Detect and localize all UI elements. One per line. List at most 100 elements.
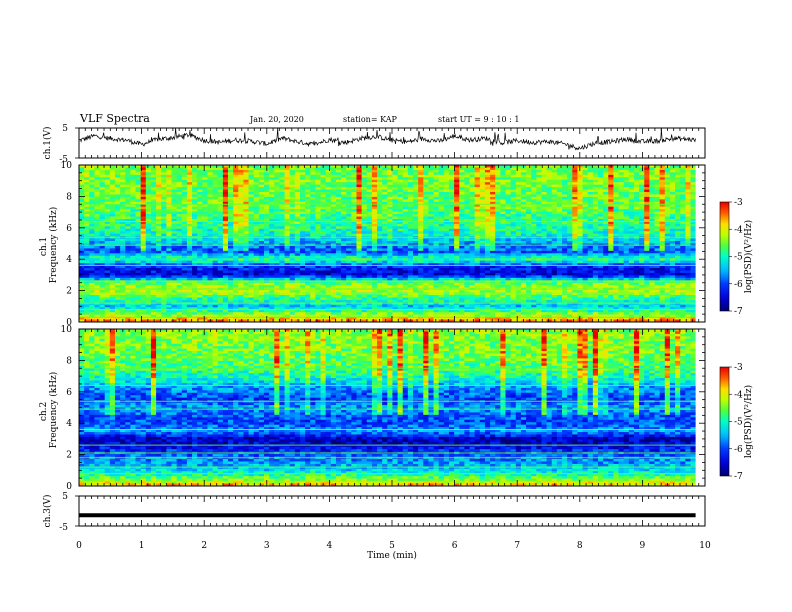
spectrogram-cell xyxy=(289,250,296,254)
spectrogram-cell xyxy=(120,179,126,183)
spectrogram-cell xyxy=(454,204,460,208)
spectrogram-cell xyxy=(484,169,491,173)
spectrogram-cell xyxy=(161,238,167,242)
spectrogram-cell xyxy=(546,241,553,244)
spectrogram-cell xyxy=(654,165,661,168)
spectrogram-cell xyxy=(572,258,578,262)
spectrogram-cell xyxy=(639,169,645,173)
spectrogram-cell xyxy=(531,179,537,183)
spectrogram-cell xyxy=(135,189,142,193)
spectrogram-cell xyxy=(664,211,671,215)
spectrogram-cell xyxy=(366,223,373,227)
spectrogram-cell xyxy=(274,233,280,237)
spectrogram-cell xyxy=(438,245,445,249)
spectrogram-cell xyxy=(387,248,393,252)
spectrogram-cell xyxy=(335,169,342,173)
spectrogram-cell xyxy=(664,196,671,200)
spectrogram-cell xyxy=(84,209,90,213)
spectrogram-cell xyxy=(628,255,635,259)
spectrogram-cell xyxy=(171,204,178,208)
spectrogram-cell xyxy=(299,209,306,213)
spectrogram-cell xyxy=(325,214,332,217)
spectrogram-cell xyxy=(623,174,630,178)
spectrogram-cell xyxy=(356,169,363,173)
spectrogram-cell xyxy=(202,253,208,257)
spectrogram-cell xyxy=(176,255,183,259)
spectrogram-cell xyxy=(351,228,357,232)
spectrogram-cell xyxy=(495,231,501,235)
spectrogram-cell xyxy=(448,216,455,220)
spectrogram-cell xyxy=(644,179,650,183)
spectrogram-cell xyxy=(402,182,409,186)
spectrogram-cell xyxy=(392,182,398,186)
spectrogram-cell xyxy=(181,169,188,173)
spectrogram-cell xyxy=(294,221,301,225)
spectrogram-cell xyxy=(166,209,172,213)
spectrogram-cell xyxy=(258,255,265,259)
spectrogram-cell xyxy=(690,194,697,198)
spectrogram-cell xyxy=(361,187,368,190)
spectrogram-cell xyxy=(361,179,368,183)
spectrogram-cell xyxy=(418,196,424,200)
spectrogram-cell xyxy=(346,194,352,198)
spectrogram-cell xyxy=(603,221,609,225)
ch1-voltage-ytick-top: 5 xyxy=(62,124,68,134)
spectrogram-cell xyxy=(448,169,455,173)
spectrogram-cell xyxy=(608,255,614,259)
spectrogram-cell xyxy=(114,182,121,186)
spectrogram-cell xyxy=(567,233,573,237)
spectrogram-cell xyxy=(454,253,460,257)
spectrogram-cell xyxy=(79,206,85,210)
spectrogram-cell xyxy=(135,223,142,227)
spectrogram-cell xyxy=(577,258,583,262)
spectrogram-cell xyxy=(644,177,650,181)
spectrogram-cell xyxy=(341,201,347,205)
spectrogram-cell xyxy=(228,233,234,237)
spectrogram-cell xyxy=(161,182,167,186)
spectrogram-cell xyxy=(526,182,532,186)
spectrogram-cell xyxy=(371,226,378,230)
spectrogram-cell xyxy=(423,201,429,205)
spectrogram-cell xyxy=(192,189,198,193)
spectrogram-cell xyxy=(448,182,455,186)
spectrogram-cell xyxy=(171,201,178,205)
spectrogram-cell xyxy=(459,214,465,217)
spectrogram-cell xyxy=(356,165,363,168)
spectrogram-cell xyxy=(212,177,219,181)
spectrogram-cell xyxy=(217,169,224,173)
spectrogram-cell xyxy=(320,248,327,252)
spectrogram-cell xyxy=(654,194,661,198)
spectrogram-cell xyxy=(315,253,321,257)
spectrogram-cell xyxy=(454,248,460,252)
spectrogram-cell xyxy=(639,221,645,225)
spectrogram-cell xyxy=(248,206,255,210)
spectrogram-cell xyxy=(269,245,275,249)
spectrogram-cell xyxy=(664,245,671,249)
spectrogram-cell xyxy=(258,167,265,171)
spectrogram-cell xyxy=(94,177,100,181)
spectrogram-cell xyxy=(603,228,609,232)
spectrogram-cell xyxy=(243,223,249,227)
spectrogram-cell xyxy=(284,258,291,262)
spectrogram-cell xyxy=(197,172,203,176)
spectrogram-cell xyxy=(79,177,85,181)
spectrogram-cell xyxy=(495,250,501,254)
spectrogram-cell xyxy=(402,165,409,168)
spectrogram-cell xyxy=(397,216,404,220)
spectrogram-cell xyxy=(140,206,147,210)
spectrogram-cell xyxy=(325,253,332,257)
spectrogram-cell xyxy=(613,194,619,198)
spectrogram-cell xyxy=(207,191,213,195)
spectrogram-cell xyxy=(274,189,280,193)
spectrogram-cell xyxy=(577,204,583,208)
spectrogram-cell xyxy=(171,253,178,257)
spectrogram-cell xyxy=(279,182,285,186)
spectrogram-cell xyxy=(520,179,527,183)
spectrogram-cell xyxy=(397,189,404,193)
spectrogram-cell xyxy=(623,194,630,198)
spectrogram-cell xyxy=(526,248,532,252)
spectrogram-cell xyxy=(618,253,625,257)
spectrogram-cell xyxy=(99,204,106,208)
spectrogram-cell xyxy=(413,165,419,168)
spectrogram-cell xyxy=(366,255,373,259)
